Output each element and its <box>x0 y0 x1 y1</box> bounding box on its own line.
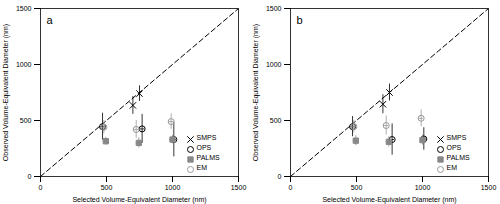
svg-text:500: 500 <box>270 117 282 124</box>
svg-text:1500: 1500 <box>266 5 282 12</box>
svg-text:0: 0 <box>278 173 282 180</box>
svg-text:1500: 1500 <box>231 184 247 191</box>
svg-text:SMPS: SMPS <box>197 134 217 141</box>
svg-text:PALMS: PALMS <box>447 154 471 161</box>
svg-text:500: 500 <box>101 184 113 191</box>
svg-text:1000: 1000 <box>165 184 181 191</box>
svg-text:0: 0 <box>39 184 43 191</box>
svg-text:1000: 1000 <box>415 184 431 191</box>
svg-text:Observed Volume-Equivalent Dia: Observed Volume-Equivalent Diameter (nm) <box>252 24 260 161</box>
svg-text:PALMS: PALMS <box>197 154 221 161</box>
svg-text:1500: 1500 <box>16 5 32 12</box>
svg-text:1000: 1000 <box>16 61 32 68</box>
svg-text:OPS: OPS <box>447 144 462 151</box>
svg-text:Observed Volume-Equivalent Dia: Observed Volume-Equivalent Diameter (nm) <box>2 24 10 161</box>
svg-text:500: 500 <box>351 184 363 191</box>
svg-text:Selected Volume-Equivalent Dia: Selected Volume-Equivalent Diameter (nm) <box>322 196 456 204</box>
svg-text:Selected Volume-Equivalent Dia: Selected Volume-Equivalent Diameter (nm) <box>72 196 206 204</box>
svg-text:1000: 1000 <box>266 61 282 68</box>
svg-text:OPS: OPS <box>197 144 212 151</box>
svg-text:0: 0 <box>28 173 32 180</box>
svg-text:EM: EM <box>197 164 208 171</box>
svg-text:EM: EM <box>447 164 458 171</box>
svg-text:a: a <box>47 14 54 26</box>
svg-text:1500: 1500 <box>481 184 497 191</box>
svg-text:0: 0 <box>289 184 293 191</box>
svg-text:b: b <box>297 14 303 26</box>
svg-text:500: 500 <box>20 117 32 124</box>
svg-text:SMPS: SMPS <box>447 134 467 141</box>
